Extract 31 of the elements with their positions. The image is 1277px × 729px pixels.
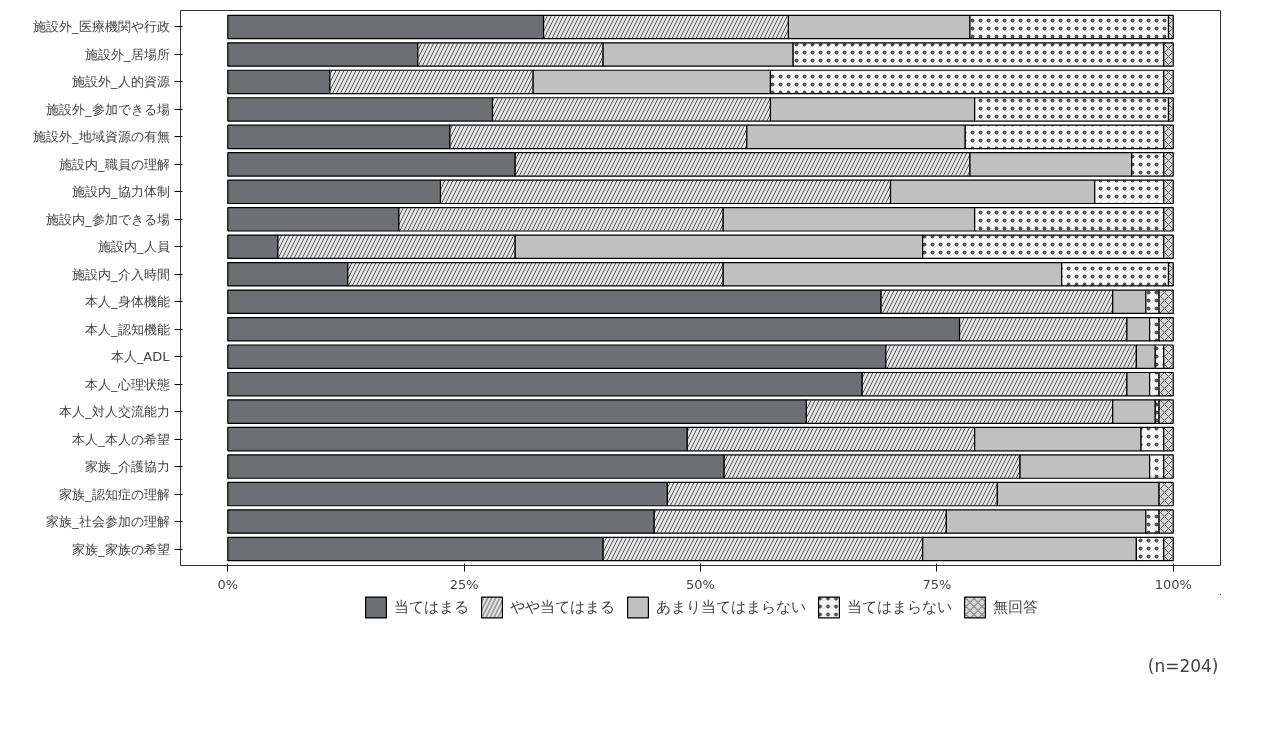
y-tick-label: 施設外_医療機関や行政: [33, 19, 170, 35]
x-tick-label: 25%: [449, 576, 479, 592]
legend-label: 当てはまらない: [846, 597, 952, 617]
legend-label: 無回答: [992, 597, 1038, 617]
y-tick-label: 家族_社会参加の理解: [46, 514, 170, 530]
y-tick-label: 施設外_人的資源: [72, 74, 170, 90]
x-tick-label: 100%: [1154, 576, 1192, 592]
x-tick-label: 0%: [217, 576, 239, 592]
y-tick-label: 施設外_居場所: [85, 46, 170, 62]
y-tick-label: 家族_認知症の理解: [59, 486, 170, 502]
y-tick-label: 施設外_参加できる場: [46, 101, 170, 117]
y-tick-label: 家族_家族の希望: [72, 541, 170, 557]
y-tick-label: 本人_認知機能: [85, 321, 170, 337]
y-tick-label: 家族_介護協力: [85, 459, 170, 475]
x-tick-label: 50%: [686, 576, 715, 592]
y-tick-label: 施設内_人員: [98, 239, 170, 255]
y-tick-label: 本人_対人交流能力: [59, 404, 170, 420]
legend-label: 当てはまる: [393, 597, 469, 617]
legend-label: やや当てはまる: [509, 597, 615, 617]
y-tick-label: 施設内_協力体制: [72, 184, 170, 200]
y-tick-label: 本人_ADL: [110, 349, 171, 365]
y-tick-label: 本人_心理状態: [85, 376, 170, 392]
y-tick-label: 施設外_地域資源の有無: [33, 129, 170, 145]
y-tick-label: 施設内_職員の理解: [59, 156, 170, 172]
y-tick-label: 本人_本人の希望: [72, 431, 170, 447]
y-tick-label: 施設内_参加できる場: [46, 211, 170, 227]
legend-label: あまり当てはまらない: [655, 597, 806, 617]
x-tick-label: 75%: [922, 576, 952, 592]
text: (n=204): [1147, 655, 1219, 676]
y-tick-label: 施設内_介入時間: [72, 266, 170, 282]
y-tick-label: 本人_身体機能: [85, 294, 170, 310]
